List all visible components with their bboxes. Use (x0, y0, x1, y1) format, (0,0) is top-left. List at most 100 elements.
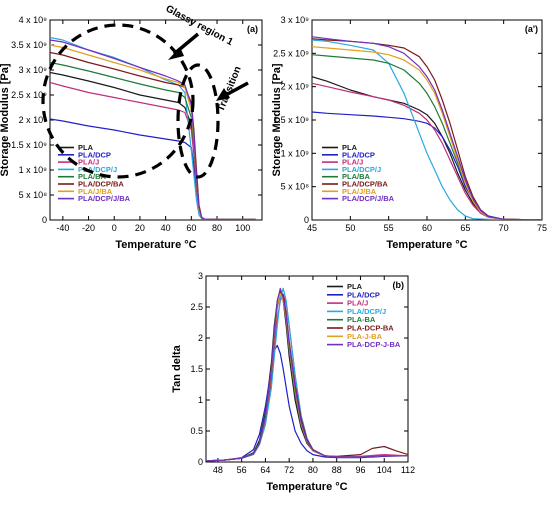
x-tick-label: 60 (186, 223, 196, 233)
legend-entry: PLA/DCP/BA (78, 180, 124, 189)
legend: PLAPLA/DCPPLA/JPLA/DCP/JPLA/BAPLA/DCP/BA… (58, 143, 131, 203)
legend-entry: PLA/BA (78, 172, 107, 181)
legend-entry: PLA/BA (342, 172, 371, 181)
chart-panel-b: 0 0.5 1 1.5 2 2.5 3 48 56 64 72 80 88 96 104 112 Tempera… (171, 271, 415, 493)
x-axis-label: Temperature °C (266, 481, 347, 493)
transition-ellipse (176, 63, 220, 179)
legend-entry: PLA/J (347, 299, 368, 308)
legend-entry: PLA-BA (347, 315, 376, 324)
series-line-pla-dcp-j (312, 39, 542, 220)
series-line-pla-j-ba (206, 292, 408, 462)
x-tick-label: 45 (307, 223, 317, 233)
x-tick-label: 100 (235, 223, 250, 233)
y-axis-label: Tan delta (171, 344, 183, 392)
y-tick-label: 1 x 10⁹ (19, 165, 48, 175)
y-tick-label: 1.5 x 10⁹ (11, 140, 47, 150)
legend-entry: PLA/DCP/BA (342, 180, 388, 189)
y-tick-label: 5 x 10⁸ (19, 190, 48, 200)
y-tick-label: 2.5 (190, 302, 203, 312)
plot-frame (205, 275, 409, 463)
panel-label: (b) (393, 280, 405, 290)
annotation-glassy-region: Glassy region 1 (164, 3, 235, 48)
x-tick-label: 80 (308, 465, 318, 475)
series-group (50, 36, 256, 220)
y-tick-label: 3.5 x 10⁹ (11, 40, 47, 50)
series-line-pla-j (206, 294, 408, 462)
panel-label: (a) (247, 24, 258, 34)
legend-entry: PLA/DCP/J/BA (78, 194, 131, 203)
legend-entry: PLA/J/BA (78, 187, 113, 196)
legend-entry: PLA/DCP (342, 150, 375, 159)
x-tick-label: 96 (355, 465, 365, 475)
y-tick-label: 0.5 (190, 426, 203, 436)
x-tick-label: 75 (537, 223, 547, 233)
y-tick-label: 2 (198, 333, 203, 343)
legend: PLAPLA/DCPPLA/JPLA/DCP/JPLA-BAPLA-DCP-BA… (327, 282, 401, 349)
x-tick-label: 48 (213, 465, 223, 475)
x-tick-label: 70 (499, 223, 509, 233)
x-tick-label: 20 (135, 223, 145, 233)
y-tick-label: 5 x 10⁸ (281, 182, 310, 192)
transition-arrow-head (216, 88, 230, 101)
x-tick-label: 64 (260, 465, 270, 475)
x-tick-label: 72 (284, 465, 294, 475)
y-tick-label: 1.5 x 10⁹ (273, 115, 309, 125)
y-tick-label: 0 (304, 215, 309, 225)
y-tick-label: 3 (198, 271, 203, 281)
series-group (312, 36, 542, 220)
x-tick-label: -20 (82, 223, 95, 233)
y-tick-label: 2.5 x 10⁹ (11, 90, 47, 100)
legend-entry: PLA/DCP (78, 150, 111, 159)
series-line-pla-dcp-j-ba (206, 287, 408, 462)
y-tick-label: 3 x 10⁹ (19, 65, 48, 75)
legend: PLAPLA/DCPPLA/JPLA/DCP/JPLA/BAPLA/DCP/BA… (322, 143, 395, 203)
y-tick-label: 2 x 10⁹ (19, 115, 48, 125)
y-tick-label: 0 (198, 457, 203, 467)
series-line-pla-dcp-ba (206, 290, 408, 462)
legend-entry: PLA-DCP-J-BA (347, 340, 401, 349)
y-tick-label: 3 x 10⁹ (281, 15, 310, 25)
x-tick-label: -40 (56, 223, 69, 233)
y-tick-label: 2.5 x 10⁹ (273, 48, 309, 58)
y-tick-label: 2 x 10⁹ (281, 82, 310, 92)
legend-entry: PLA/DCP/J (78, 165, 117, 174)
legend-entry: PLA/J (342, 158, 363, 167)
series-line-pla-j (312, 82, 542, 220)
x-tick-label: 80 (212, 223, 222, 233)
series-line-pla-dcp-j-ba (312, 36, 542, 220)
y-tick-label: 1 x 10⁹ (281, 148, 310, 158)
y-tick-label: 1 (198, 395, 203, 405)
y-tick-label: 4 x 10⁹ (19, 15, 48, 25)
legend-entry: PLA-J-BA (347, 332, 383, 341)
transition-arrow-line (223, 81, 249, 98)
x-tick-label: 104 (377, 465, 392, 475)
chart-panel-a-prime: 0 5 x 10⁸ 1 x 10⁹ 1.5 x 10⁹ 2 x 10⁹ 2.5 x 10⁹… (271, 15, 547, 251)
legend-entry: PLA/DCP/J/BA (342, 194, 395, 203)
x-tick-label: 112 (401, 465, 415, 475)
y-tick-label: 0 (42, 215, 47, 225)
legend-entry: PLA (78, 143, 94, 152)
x-tick-label: 65 (460, 223, 470, 233)
legend-entry: PLA (342, 143, 358, 152)
x-tick-label: 56 (237, 465, 247, 475)
legend-entry: PLA/DCP (347, 290, 380, 299)
legend-entry: PLA/DCP/J (342, 165, 381, 174)
x-tick-label: 55 (384, 223, 394, 233)
y-axis-label: Storage Modulus [Pa] (0, 63, 11, 176)
y-tick-label: 1.5 (190, 364, 203, 374)
legend-entry: PLA/J (78, 158, 99, 167)
glassy-arrow-head (168, 47, 184, 60)
series-line-pla-dcp (206, 344, 408, 462)
x-axis-label: Temperature °C (115, 239, 196, 251)
chart-panel-a: 0 5 x 10⁸ 1 x 10⁹ 1.5 x 10⁹ 2 x 10⁹ 2.5 x 10⁹… (0, 3, 263, 251)
series-line-pla (206, 290, 408, 462)
x-tick-label: 0 (112, 223, 117, 233)
series-group (206, 287, 408, 462)
legend-entry: PLA (347, 282, 363, 291)
x-tick-label: 40 (161, 223, 171, 233)
x-axis-label: Temperature °C (386, 239, 467, 251)
x-tick-label: 50 (345, 223, 355, 233)
x-tick-label: 88 (332, 465, 342, 475)
